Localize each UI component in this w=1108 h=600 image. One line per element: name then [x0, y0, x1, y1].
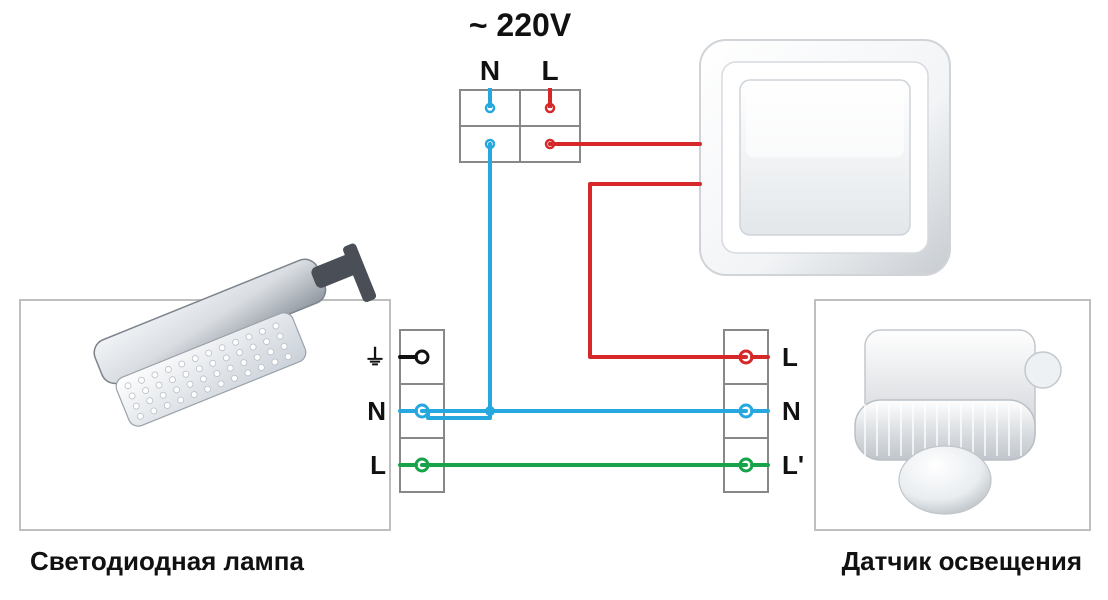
- lamp-caption: Светодиодная лампа: [30, 546, 304, 576]
- sensor-term-lp: L': [782, 450, 804, 480]
- led-lamp: [90, 239, 389, 433]
- lamp-term-n: N: [367, 396, 386, 426]
- supply-l-label: L: [541, 55, 558, 86]
- voltage-label: ~ 220V: [469, 7, 572, 43]
- supply-n-label: N: [480, 55, 500, 86]
- sensor-term-n: N: [782, 396, 801, 426]
- lamp-term-ground: ⏚: [364, 345, 386, 370]
- sensor-caption: Датчик освещения: [842, 546, 1082, 576]
- supply-terminal-block: [460, 88, 580, 162]
- lamp-term-l: L: [370, 450, 386, 480]
- sensor-term-l: L: [782, 342, 798, 372]
- light-sensor: [855, 330, 1061, 514]
- neutral-junction: [485, 406, 495, 416]
- wall-switch[interactable]: [700, 40, 950, 275]
